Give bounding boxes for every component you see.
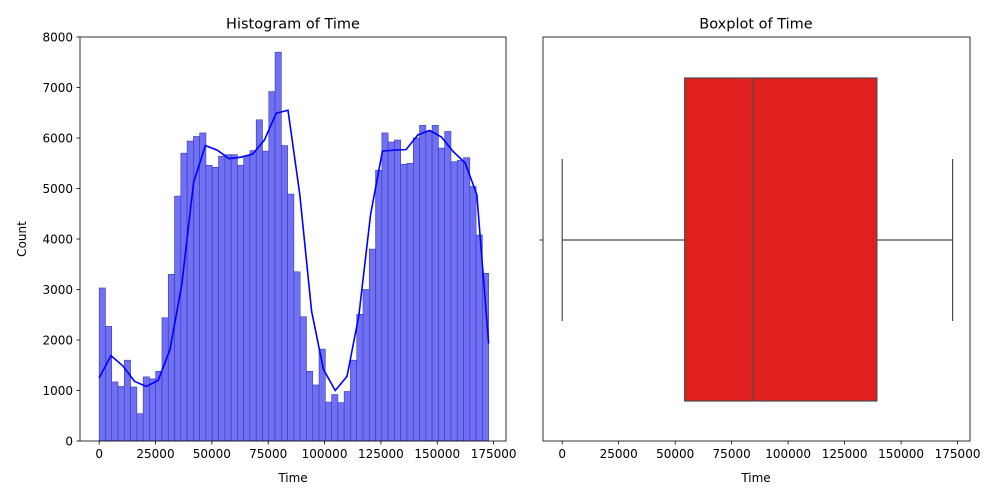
y-tick-label: 3000 <box>42 283 73 297</box>
histogram-bar <box>362 289 370 442</box>
histogram-bar <box>98 287 106 442</box>
histogram-bar <box>456 159 464 442</box>
histogram-bar <box>199 132 207 442</box>
histogram-bar <box>237 164 244 442</box>
x-tick-label: 150000 <box>414 447 460 461</box>
x-tick-label: 0 <box>95 447 103 461</box>
x-tick-label: 125000 <box>358 447 404 461</box>
histogram-bar <box>325 401 332 442</box>
histogram-bar <box>161 317 169 442</box>
histogram-bar <box>306 371 314 442</box>
x-tick-label: 0 <box>558 447 566 461</box>
histogram-bar <box>293 271 301 442</box>
y-tick-label: 1000 <box>42 384 73 398</box>
histogram-x-ticks: 0 25000 50000 75000 100000 125000 150000 175000 <box>95 441 517 461</box>
histogram-x-axis-label: Time <box>277 471 307 485</box>
histogram-bar <box>394 139 401 442</box>
histogram-bar <box>375 170 383 442</box>
histogram-bar <box>475 234 483 442</box>
histogram-bar <box>431 125 439 442</box>
histogram-panel: Histogram of Time 0 25000 50000 75000 100000… <box>15 17 517 486</box>
histogram-bar <box>268 91 276 442</box>
histogram-bar <box>105 326 113 442</box>
histogram-bar <box>136 413 144 442</box>
boxplot-axes-frame <box>542 36 971 442</box>
histogram-bar <box>167 274 175 442</box>
histogram-bar <box>299 316 307 442</box>
boxplot-panel: Boxplot of Time 0 25000 50000 75000 100000 12… <box>539 17 980 485</box>
x-tick-label: 100000 <box>765 447 811 461</box>
y-tick-label: 5000 <box>42 182 73 196</box>
x-tick-label: 50000 <box>193 447 231 461</box>
boxplot-x-ticks: 0 25000 50000 75000 100000 125000 150000 175000 <box>558 441 980 461</box>
histogram-y-ticks: 0 1000 2000 3000 4000 5000 6000 7000 8000 <box>42 30 80 448</box>
y-tick-label: 7000 <box>42 81 73 95</box>
histogram-bar <box>337 402 345 442</box>
histogram-bar <box>230 154 238 442</box>
histogram-bar <box>224 154 232 442</box>
histogram-bar <box>180 152 188 442</box>
histogram-bar <box>387 141 395 442</box>
y-tick-label: 6000 <box>42 131 73 145</box>
x-tick-label: 125000 <box>822 447 868 461</box>
histogram-bar <box>243 155 251 442</box>
y-tick-label: 8000 <box>42 30 73 44</box>
histogram-bar <box>287 193 295 442</box>
x-tick-label: 100000 <box>302 447 348 461</box>
histogram-bar <box>381 132 389 442</box>
histogram-bar <box>149 378 156 442</box>
histogram-bar <box>312 384 320 442</box>
histogram-bar <box>281 145 288 442</box>
histogram-bars <box>98 51 489 442</box>
x-tick-label: 175000 <box>471 447 517 461</box>
histogram-bar <box>249 150 257 442</box>
histogram-bar <box>425 130 433 442</box>
histogram-bar <box>111 381 119 442</box>
histogram-bar <box>350 359 358 442</box>
histogram-bar <box>368 248 376 442</box>
x-tick-label: 175000 <box>935 447 981 461</box>
histogram-bar <box>406 162 414 442</box>
histogram-bar <box>400 163 408 442</box>
histogram-y-axis-label: Count <box>15 221 29 257</box>
histogram-bar <box>438 147 445 442</box>
histogram-bar <box>255 119 263 442</box>
histogram-bar <box>419 125 427 442</box>
histogram-bar <box>274 51 282 442</box>
histogram-bar <box>218 155 226 442</box>
histogram-bar <box>463 157 471 442</box>
histogram-bar <box>117 386 125 442</box>
histogram-bar <box>356 313 364 442</box>
boxplot-title: Boxplot of Time <box>699 17 813 33</box>
x-tick-label: 75000 <box>713 447 751 461</box>
histogram-title: Histogram of Time <box>226 17 360 33</box>
histogram-bar <box>469 186 477 442</box>
y-tick-label: 0 <box>65 434 73 448</box>
histogram-bar <box>205 164 213 442</box>
x-tick-label: 25000 <box>600 447 638 461</box>
histogram-bar <box>343 391 351 442</box>
histogram-bar <box>211 166 219 442</box>
histogram-bar <box>412 137 420 442</box>
histogram-bar <box>130 386 138 442</box>
histogram-bar <box>331 394 339 442</box>
kde-line <box>98 109 490 392</box>
x-tick-label: 75000 <box>249 447 287 461</box>
boxplot-elements <box>561 77 954 402</box>
y-tick-label: 4000 <box>42 232 73 246</box>
x-tick-label: 50000 <box>656 447 694 461</box>
x-tick-label: 150000 <box>878 447 924 461</box>
interquartile-box <box>684 77 878 402</box>
histogram-bar <box>450 161 458 442</box>
boxplot-x-axis-label: Time <box>740 471 770 485</box>
histogram-bar <box>444 131 452 442</box>
y-tick-label: 2000 <box>42 333 73 347</box>
x-tick-label: 25000 <box>136 447 174 461</box>
histogram-bar <box>262 150 270 442</box>
